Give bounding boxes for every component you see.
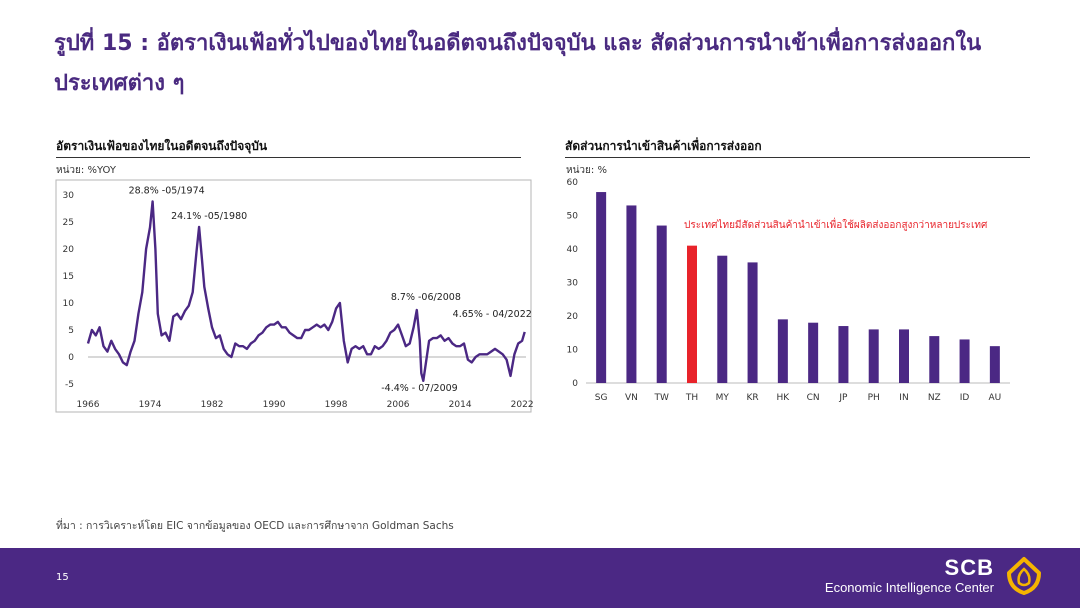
brand-subtitle: Economic Intelligence Center (824, 580, 994, 595)
x-tick-label: MY (716, 393, 730, 403)
y-tick-label: 25 (63, 218, 74, 228)
x-tick-label: AU (988, 393, 1001, 403)
x-tick-label: HK (777, 393, 791, 403)
x-tick-label: 1966 (77, 400, 100, 410)
bar-cn (808, 322, 819, 383)
line-chart-annotation: 28.8% -05/1974 (129, 185, 205, 196)
bar-sg (596, 192, 607, 383)
line-chart-annotation: 8.7% -06/2008 (391, 292, 461, 303)
y-tick-label: 15 (63, 272, 74, 282)
x-tick-label: CN (807, 393, 820, 403)
bar-ph (868, 329, 879, 383)
bar-hk (777, 319, 788, 383)
x-tick-label: JP (838, 393, 848, 403)
import-share-bar-chart: 0 10 20 30 40 50 60 SG VN TW TH MY KR HK CN JP PH IN NZ ID A… (567, 178, 1010, 403)
inflation-series-line (86, 200, 526, 383)
y-tick-label: 0 (68, 353, 74, 363)
line-chart-unit: หน่วย: %YOY (56, 165, 116, 176)
bar-kr (747, 262, 758, 383)
scb-shield-logo-icon (1007, 557, 1041, 595)
bar-chart-unit: หน่วย: % (566, 165, 607, 176)
bar-vn (626, 205, 637, 383)
bar-jp (838, 326, 849, 383)
x-tick-label: SG (595, 393, 608, 403)
bar-th (687, 245, 697, 383)
footer-bar: 15 SCB Economic Intelligence Center (0, 548, 1080, 608)
x-tick-label: KR (746, 393, 758, 403)
y-tick-label: 10 (567, 346, 579, 356)
y-tick-label: 10 (63, 299, 75, 309)
line-chart-annotation: 4.65% - 04/2022 (453, 309, 532, 320)
source-note: ที่มา : การวิเคราะห์โดย EIC จากข้อมูลของ… (56, 520, 454, 532)
bar-my (717, 255, 728, 383)
x-tick-label: VN (625, 393, 638, 403)
x-tick-label: NZ (928, 393, 941, 403)
brand-name: SCB (944, 555, 994, 580)
bar-nz (929, 336, 940, 383)
bar-tw (656, 225, 667, 383)
y-tick-label: 20 (567, 312, 579, 322)
x-tick-label: 1998 (325, 400, 348, 410)
x-tick-label: 2022 (511, 400, 534, 410)
line-chart-frame (55, 179, 532, 413)
x-tick-label: 1982 (201, 400, 224, 410)
bar-id (959, 339, 970, 383)
brand-block: SCB Economic Intelligence Center (825, 556, 994, 596)
bar-in (899, 329, 909, 383)
line-chart-annotation: -4.4% - 07/2009 (381, 383, 458, 394)
y-tick-label: 5 (68, 326, 74, 336)
bar-chart-annotation: ประเทศไทยมีสัดส่วนสินค้านำเข้าเพื่อใช้ผล… (684, 217, 988, 231)
x-tick-label: 2014 (449, 400, 472, 410)
y-tick-label: 60 (567, 178, 579, 188)
page-number: 15 (56, 572, 69, 583)
y-tick-label: 0 (572, 379, 578, 389)
x-tick-label: TW (654, 393, 669, 403)
bar-chart-title: สัดส่วนการนำเข้าสินค้าเพื่อการส่งออก (565, 138, 1030, 158)
line-chart-title: อัตราเงินเฟ้อของไทยในอดีตจนถึงปัจจุบัน (56, 138, 521, 158)
y-tick-label: 30 (63, 191, 75, 201)
x-tick-label: 1974 (139, 400, 162, 410)
inflation-line-chart: -5 0 5 10 15 20 25 30 1966 1974 1982 1990 1998 2006 20… (55, 179, 534, 413)
x-tick-label: ID (960, 393, 970, 403)
x-tick-label: TH (685, 393, 698, 403)
y-tick-label: 50 (567, 212, 579, 222)
x-tick-label: 1990 (263, 400, 286, 410)
x-tick-label: 2006 (387, 400, 410, 410)
bar-au (989, 346, 1000, 383)
x-tick-label: IN (899, 393, 908, 403)
slide-title: รูปที่ 15 : อัตราเงินเฟ้อทั่วไปของไทยในอ… (54, 31, 982, 96)
y-tick-label: 30 (567, 279, 579, 289)
y-tick-label: 40 (567, 245, 579, 255)
line-chart-annotation: 24.1% -05/1980 (171, 211, 247, 222)
x-tick-label: PH (868, 393, 880, 403)
y-tick-label: -5 (65, 380, 74, 390)
y-tick-label: 20 (63, 245, 75, 255)
